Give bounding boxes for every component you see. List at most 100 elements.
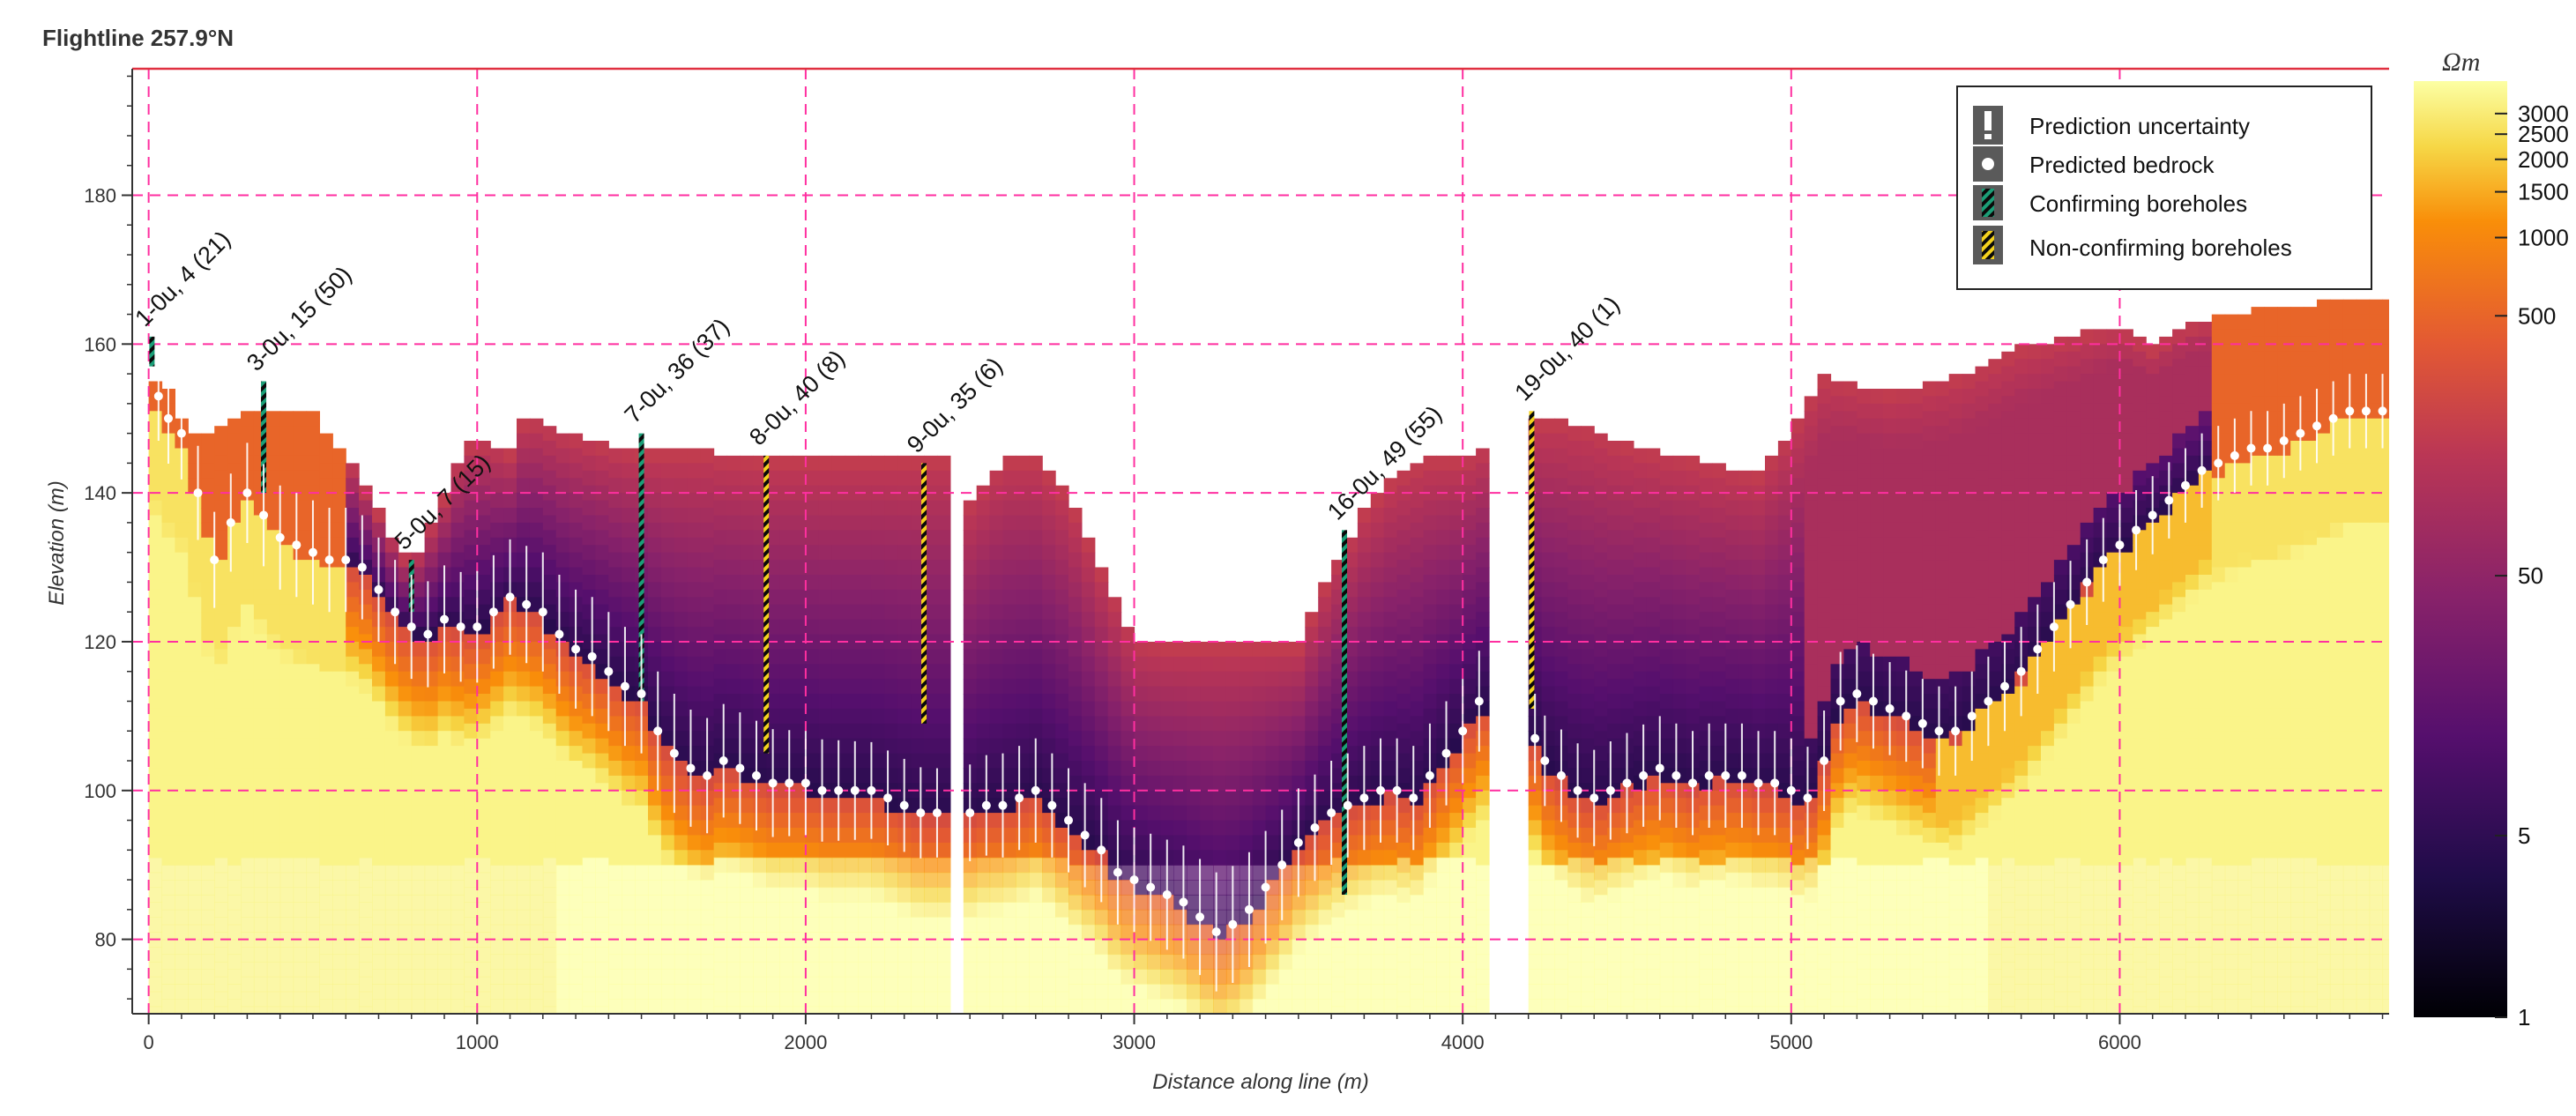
section-cell bbox=[253, 872, 268, 889]
section-cell bbox=[1633, 790, 1648, 807]
section-cell bbox=[227, 448, 242, 464]
section-cell bbox=[424, 850, 439, 866]
section-cell bbox=[1107, 894, 1122, 911]
section-cell bbox=[1200, 775, 1214, 792]
section-cell bbox=[1476, 537, 1490, 554]
section-cell bbox=[1305, 894, 1319, 911]
section-cell bbox=[871, 455, 885, 472]
section-cell bbox=[1765, 664, 1779, 680]
section-cell bbox=[398, 597, 413, 613]
section-cell bbox=[1396, 470, 1411, 487]
section-column bbox=[175, 418, 189, 1014]
section-cell bbox=[648, 805, 662, 822]
section-cell bbox=[569, 865, 584, 881]
section-cell bbox=[831, 619, 846, 636]
section-cell bbox=[1331, 619, 1345, 636]
section-cell bbox=[1449, 530, 1463, 546]
section-cell bbox=[1541, 865, 1556, 881]
section-cell bbox=[424, 954, 439, 970]
section-cell bbox=[542, 842, 557, 859]
section-cell bbox=[517, 493, 531, 509]
section-cell bbox=[201, 820, 215, 836]
section-cell bbox=[424, 567, 439, 583]
section-cell bbox=[569, 805, 584, 822]
section-cell bbox=[346, 537, 360, 554]
section-cell bbox=[660, 790, 675, 807]
section-cell bbox=[622, 582, 636, 598]
section-cell bbox=[989, 589, 1004, 606]
section-cell bbox=[713, 649, 728, 665]
section-cell bbox=[1055, 902, 1069, 918]
section-cell bbox=[937, 515, 951, 531]
section-cell bbox=[1896, 954, 1910, 970]
section-cell bbox=[1620, 485, 1634, 502]
section-cell bbox=[1910, 939, 1924, 956]
section-cell bbox=[1672, 664, 1687, 680]
section-cell bbox=[1843, 753, 1858, 770]
section-cell bbox=[319, 463, 333, 479]
section-cell bbox=[227, 820, 242, 836]
section-cell bbox=[384, 627, 399, 643]
section-cell bbox=[1252, 790, 1267, 807]
section-cell bbox=[293, 426, 308, 442]
section-cell bbox=[1922, 619, 1937, 636]
section-cell bbox=[1883, 478, 1897, 494]
section-cell bbox=[1870, 924, 1884, 941]
section-cell bbox=[1883, 909, 1897, 926]
section-cell bbox=[1830, 411, 1844, 427]
section-cell bbox=[1357, 939, 1372, 956]
section-cell bbox=[1252, 746, 1267, 762]
section-cell bbox=[1370, 552, 1385, 569]
section-cell bbox=[279, 723, 294, 740]
section-cell bbox=[161, 805, 175, 822]
section-cell bbox=[359, 604, 373, 621]
section-cell bbox=[1042, 649, 1056, 665]
section-cell bbox=[1410, 999, 1424, 1014]
section-cell bbox=[214, 902, 228, 918]
section-cell bbox=[1804, 842, 1819, 859]
section-cell bbox=[1633, 656, 1648, 673]
section-cell bbox=[963, 545, 978, 561]
section-cell bbox=[1712, 493, 1726, 509]
section-cell bbox=[884, 872, 898, 889]
section-cell bbox=[1107, 671, 1122, 688]
section-cell bbox=[1265, 656, 1280, 673]
section-cell bbox=[1672, 828, 1687, 844]
section-cell bbox=[793, 828, 807, 844]
section-cell bbox=[1817, 939, 1832, 956]
section-cell bbox=[1107, 954, 1122, 970]
section-cell bbox=[858, 917, 872, 933]
section-cell bbox=[253, 708, 268, 725]
section-cell bbox=[214, 694, 228, 710]
section-cell bbox=[818, 619, 833, 636]
section-cell bbox=[1002, 575, 1016, 591]
section-cell bbox=[529, 493, 544, 509]
section-cell bbox=[411, 954, 426, 970]
section-cell bbox=[1725, 634, 1739, 650]
section-cell bbox=[1581, 902, 1595, 918]
section-cell bbox=[1567, 768, 1582, 784]
section-cell bbox=[779, 887, 793, 903]
section-cell bbox=[884, 694, 898, 710]
section-cell bbox=[753, 872, 767, 889]
section-cell bbox=[293, 902, 308, 918]
section-cell bbox=[726, 798, 741, 814]
section-cell bbox=[319, 984, 333, 1000]
section-cell bbox=[1699, 522, 1713, 539]
section-cell bbox=[1817, 969, 1832, 985]
section-cell bbox=[924, 917, 938, 933]
section-cell bbox=[279, 634, 294, 650]
section-cell bbox=[1055, 500, 1069, 517]
section-cell bbox=[687, 627, 702, 643]
section-cell bbox=[1187, 716, 1201, 732]
section-cell bbox=[1830, 932, 1844, 948]
section-cell bbox=[1331, 887, 1345, 903]
section-cell bbox=[384, 999, 399, 1014]
section-cell bbox=[1620, 917, 1634, 933]
section-cell bbox=[1870, 433, 1884, 450]
section-cell bbox=[1910, 508, 1924, 524]
section-cell bbox=[529, 627, 544, 643]
section-cell bbox=[608, 880, 622, 896]
section-cell bbox=[188, 552, 202, 569]
section-cell bbox=[793, 738, 807, 755]
